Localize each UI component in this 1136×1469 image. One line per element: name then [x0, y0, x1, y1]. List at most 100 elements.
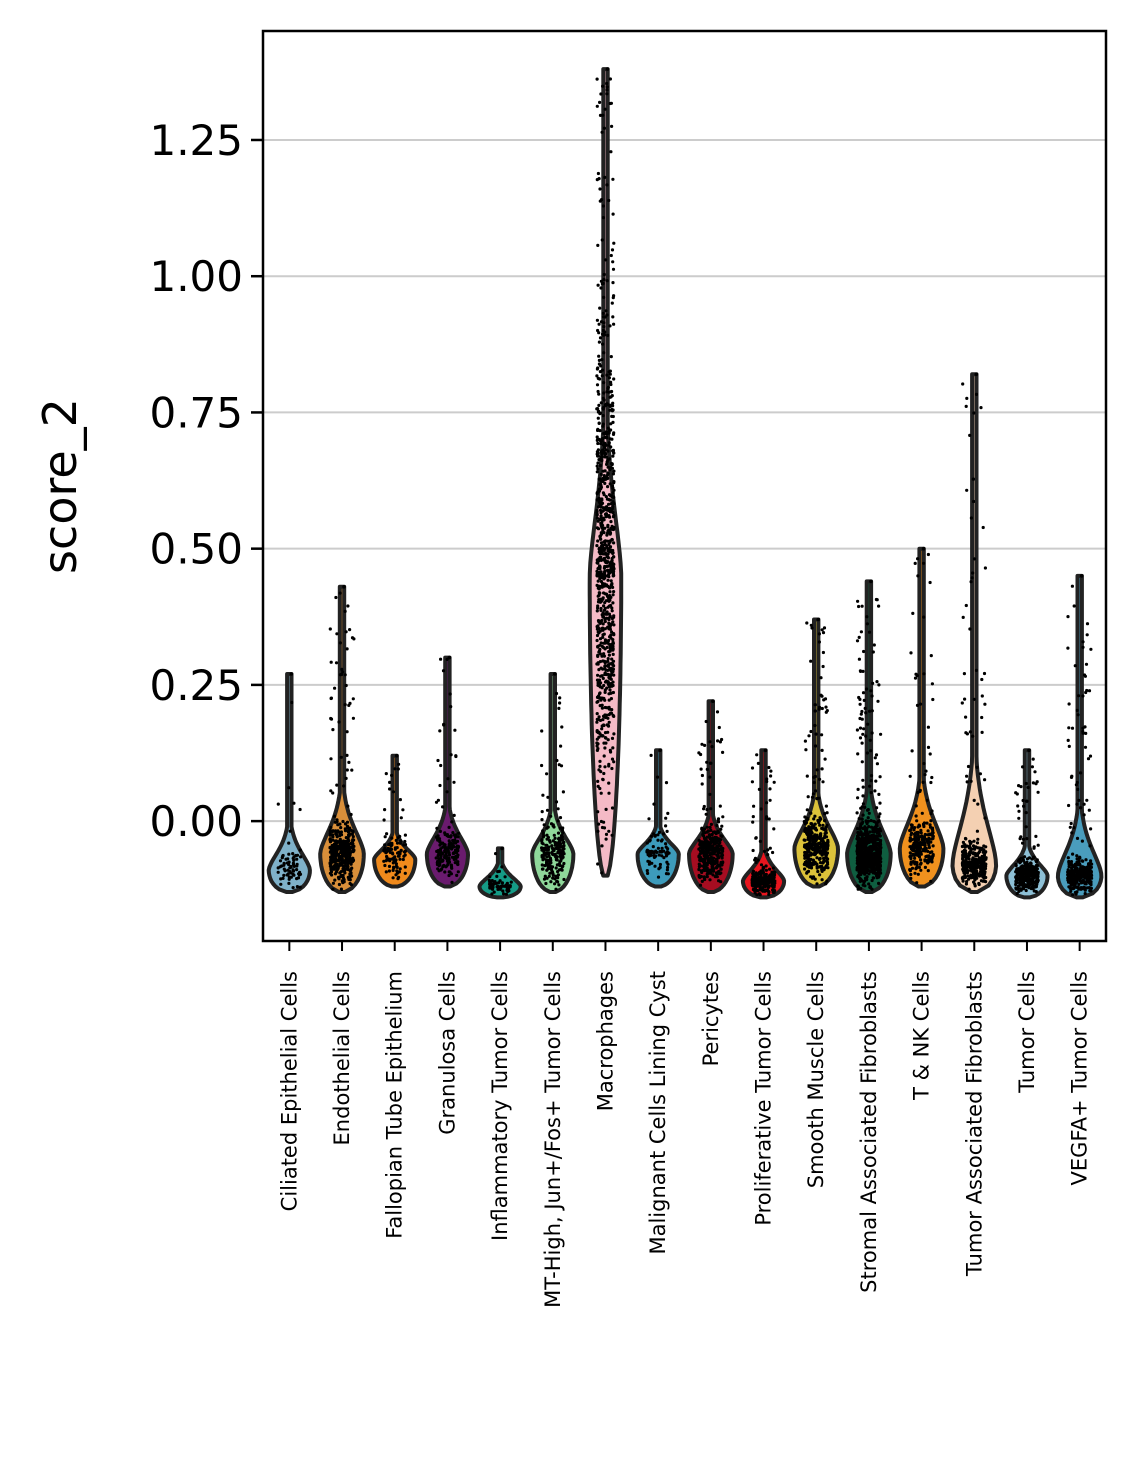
data-point	[329, 757, 333, 761]
data-point	[500, 865, 504, 869]
data-point	[706, 854, 710, 859]
data-point	[806, 829, 810, 833]
data-point	[601, 528, 605, 532]
data-point	[870, 709, 874, 713]
data-point	[1035, 877, 1039, 882]
data-point	[925, 821, 929, 825]
data-point	[809, 822, 813, 826]
data-point	[818, 823, 822, 827]
data-point	[602, 604, 606, 608]
data-point	[385, 854, 389, 859]
data-point	[596, 653, 600, 658]
data-point	[342, 784, 346, 788]
data-point	[600, 455, 604, 459]
data-point	[1035, 780, 1039, 784]
data-point	[1032, 880, 1036, 884]
data-point	[766, 880, 770, 884]
data-point	[452, 813, 456, 818]
data-point	[607, 502, 611, 506]
data-point	[558, 701, 562, 705]
data-point	[398, 857, 402, 861]
data-point	[1036, 790, 1040, 794]
data-point	[761, 870, 765, 874]
data-point	[447, 873, 451, 878]
data-point	[608, 627, 613, 631]
violin-points	[382, 753, 408, 881]
data-point	[351, 835, 355, 839]
data-point	[858, 726, 863, 730]
data-point	[605, 183, 609, 187]
data-point	[862, 845, 866, 850]
data-point	[877, 604, 881, 608]
data-point	[922, 839, 926, 843]
data-point	[545, 826, 549, 830]
data-point	[664, 824, 668, 828]
data-point	[873, 820, 877, 824]
data-point	[1027, 748, 1031, 753]
data-point	[596, 779, 600, 784]
data-point	[596, 579, 600, 583]
data-point	[603, 619, 607, 624]
data-point	[1018, 837, 1022, 841]
data-point	[595, 561, 599, 565]
data-point	[345, 647, 349, 651]
data-point	[503, 884, 508, 888]
data-point	[438, 729, 442, 733]
data-point	[335, 632, 339, 636]
data-point	[877, 815, 881, 819]
data-point	[975, 841, 980, 845]
data-point	[548, 871, 552, 875]
data-point	[401, 808, 405, 812]
data-point	[445, 864, 449, 868]
data-point	[919, 858, 923, 862]
data-point	[719, 834, 723, 838]
data-point	[612, 431, 616, 435]
data-point	[544, 843, 548, 847]
data-point	[813, 723, 817, 728]
data-point	[929, 780, 933, 785]
data-point	[813, 853, 817, 857]
data-point	[339, 833, 344, 837]
data-point	[402, 843, 406, 847]
data-point	[328, 845, 332, 850]
data-point	[596, 461, 600, 465]
data-point	[452, 851, 456, 855]
data-point	[608, 684, 612, 689]
data-point	[334, 839, 339, 843]
data-point	[612, 241, 616, 245]
data-point	[870, 860, 875, 865]
data-point	[983, 879, 987, 884]
data-point	[721, 815, 725, 819]
data-point	[705, 875, 709, 879]
data-point	[976, 802, 980, 806]
data-point	[964, 858, 968, 862]
data-point	[334, 661, 339, 665]
data-point	[605, 92, 609, 96]
data-point	[720, 824, 724, 828]
data-point	[602, 126, 607, 130]
data-point	[333, 686, 337, 690]
data-point	[607, 698, 611, 702]
data-point	[289, 875, 293, 879]
data-point	[349, 828, 353, 833]
data-point	[879, 838, 883, 843]
data-point	[456, 860, 460, 864]
data-point	[806, 795, 810, 799]
data-point	[602, 697, 606, 701]
data-point	[860, 817, 864, 821]
data-point	[767, 765, 771, 770]
data-point	[915, 703, 920, 708]
data-point	[864, 734, 868, 738]
data-point	[859, 669, 863, 674]
data-point	[599, 681, 603, 685]
data-point	[875, 806, 879, 810]
data-point	[610, 667, 614, 671]
data-point	[350, 842, 354, 846]
data-point	[972, 411, 976, 415]
data-point	[595, 712, 599, 716]
data-point	[813, 774, 817, 779]
data-point	[818, 861, 823, 865]
data-point	[1067, 726, 1071, 730]
data-point	[553, 882, 557, 886]
